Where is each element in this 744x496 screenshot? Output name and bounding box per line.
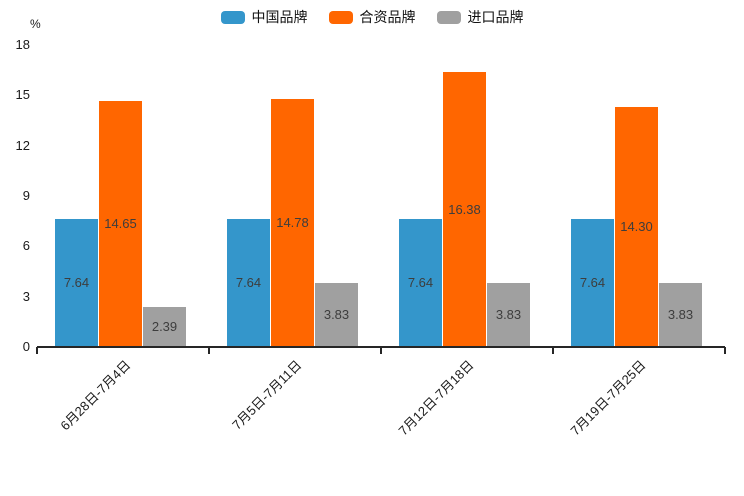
legend-label: 进口品牌: [467, 9, 524, 25]
y-tick-label: 0: [22, 339, 30, 354]
bar-合资品牌-1: [99, 101, 142, 347]
bar-value-label: 7.64: [579, 274, 606, 290]
legend: 中国品牌 合资品牌 进口品牌: [0, 8, 744, 26]
bar-进口品牌-2: [315, 282, 358, 347]
x-tick-label: 7月5日-7月11日: [229, 357, 305, 433]
x-axis-tick: [208, 347, 210, 354]
bar-中国品牌-3: [399, 218, 442, 347]
bar-value-label: 2.39: [151, 318, 178, 334]
bar-进口品牌-4: [659, 282, 702, 347]
legend-item-1: 中国品牌: [220, 9, 308, 25]
bar-中国品牌-1: [55, 218, 98, 347]
y-axis-unit-label: %: [30, 17, 41, 31]
bar-合资品牌-4: [615, 107, 658, 347]
bar-中国品牌-2: [227, 218, 270, 347]
x-tick-label: 7月12日-7月18日: [395, 357, 477, 439]
bar-合资品牌-3: [443, 72, 486, 347]
y-tick-label: 3: [22, 288, 30, 304]
x-axis-tick: [36, 347, 38, 354]
x-tick-label: 6月28日-7月4日: [56, 357, 133, 434]
bar-合资品牌-2: [271, 99, 314, 347]
legend-swatch-icon: [220, 10, 245, 24]
bar-中国品牌-4: [571, 218, 614, 347]
legend-label: 合资品牌: [359, 9, 416, 25]
legend-item-2: 合资品牌: [328, 9, 416, 25]
y-tick-label: 9: [22, 188, 30, 203]
bar-value-label: 3.83: [495, 306, 522, 322]
y-tick-label: 18: [15, 37, 30, 52]
x-tick-label: 7月19日-7月25日: [567, 357, 649, 439]
x-axis-tick: [724, 347, 726, 354]
legend-swatch-icon: [328, 10, 353, 24]
x-axis-tick: [380, 347, 382, 354]
bar-value-label: 14.65: [104, 216, 137, 232]
bar-进口品牌-3: [487, 282, 530, 347]
bar-value-label: 14.78: [276, 215, 309, 230]
legend-swatch-icon: [436, 10, 461, 24]
bar-进口品牌-1: [143, 306, 186, 347]
bar-value-label: 7.64: [235, 274, 262, 290]
y-tick-label: 15: [15, 87, 30, 103]
legend-item-3: 进口品牌: [436, 9, 524, 25]
bar-value-label: 14.30: [620, 219, 653, 235]
x-axis-tick: [552, 347, 554, 354]
y-tick-label: 12: [15, 137, 30, 153]
bar-value-label: 7.64: [407, 274, 434, 290]
bar-value-label: 3.83: [323, 306, 350, 322]
y-tick-label: 6: [22, 238, 30, 254]
legend-label: 中国品牌: [251, 9, 308, 25]
bar-value-label: 7.64: [63, 274, 90, 290]
bar-value-label: 16.38: [448, 201, 481, 217]
bar-value-label: 3.83: [667, 306, 694, 322]
x-axis-line: [37, 346, 725, 348]
